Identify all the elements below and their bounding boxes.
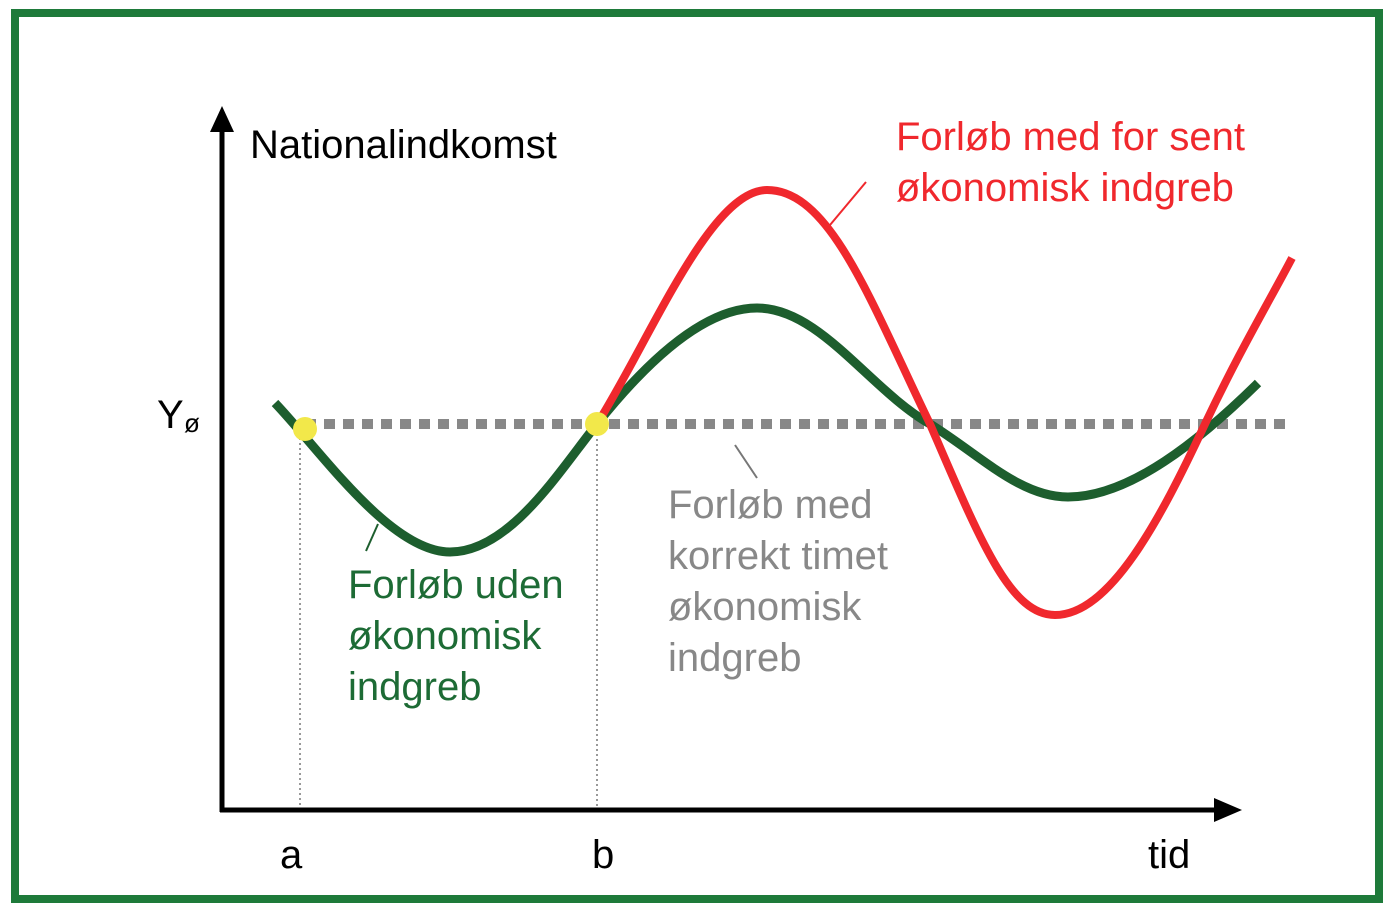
leader	[829, 181, 867, 226]
annotation-line: Forløb med	[668, 483, 873, 527]
point	[585, 412, 609, 436]
y-arrow	[210, 106, 234, 132]
frame	[11, 9, 1383, 903]
leader	[734, 444, 758, 479]
point	[293, 417, 317, 441]
x-arrow	[1214, 798, 1242, 822]
y-axis-label: Nationalindkomst	[250, 123, 557, 167]
annotation-line: økonomisk indgreb	[896, 166, 1234, 210]
leader	[365, 523, 379, 552]
curve-no-intervention	[271, 303, 1262, 557]
x-marker: a	[280, 833, 303, 877]
curve-late-intervention	[593, 185, 1296, 620]
y-level: Y	[157, 393, 184, 437]
annotation-line: indgreb	[348, 665, 481, 709]
annotation-line: Forløb uden	[348, 563, 564, 607]
y-level-sub: ø	[184, 408, 200, 438]
annotation-line: økonomisk	[348, 614, 542, 658]
x-axis-label: tid	[1148, 833, 1190, 877]
annotation-line: Forløb med for sent	[896, 115, 1245, 159]
x-marker: b	[592, 833, 614, 877]
annotation-line: økonomisk	[668, 585, 862, 629]
annotations: Forløb med for sent økonomisk indgreb Forl…	[348, 115, 1245, 709]
annotation-line: indgreb	[668, 636, 801, 680]
annotation-line: korrekt timet	[668, 534, 888, 578]
